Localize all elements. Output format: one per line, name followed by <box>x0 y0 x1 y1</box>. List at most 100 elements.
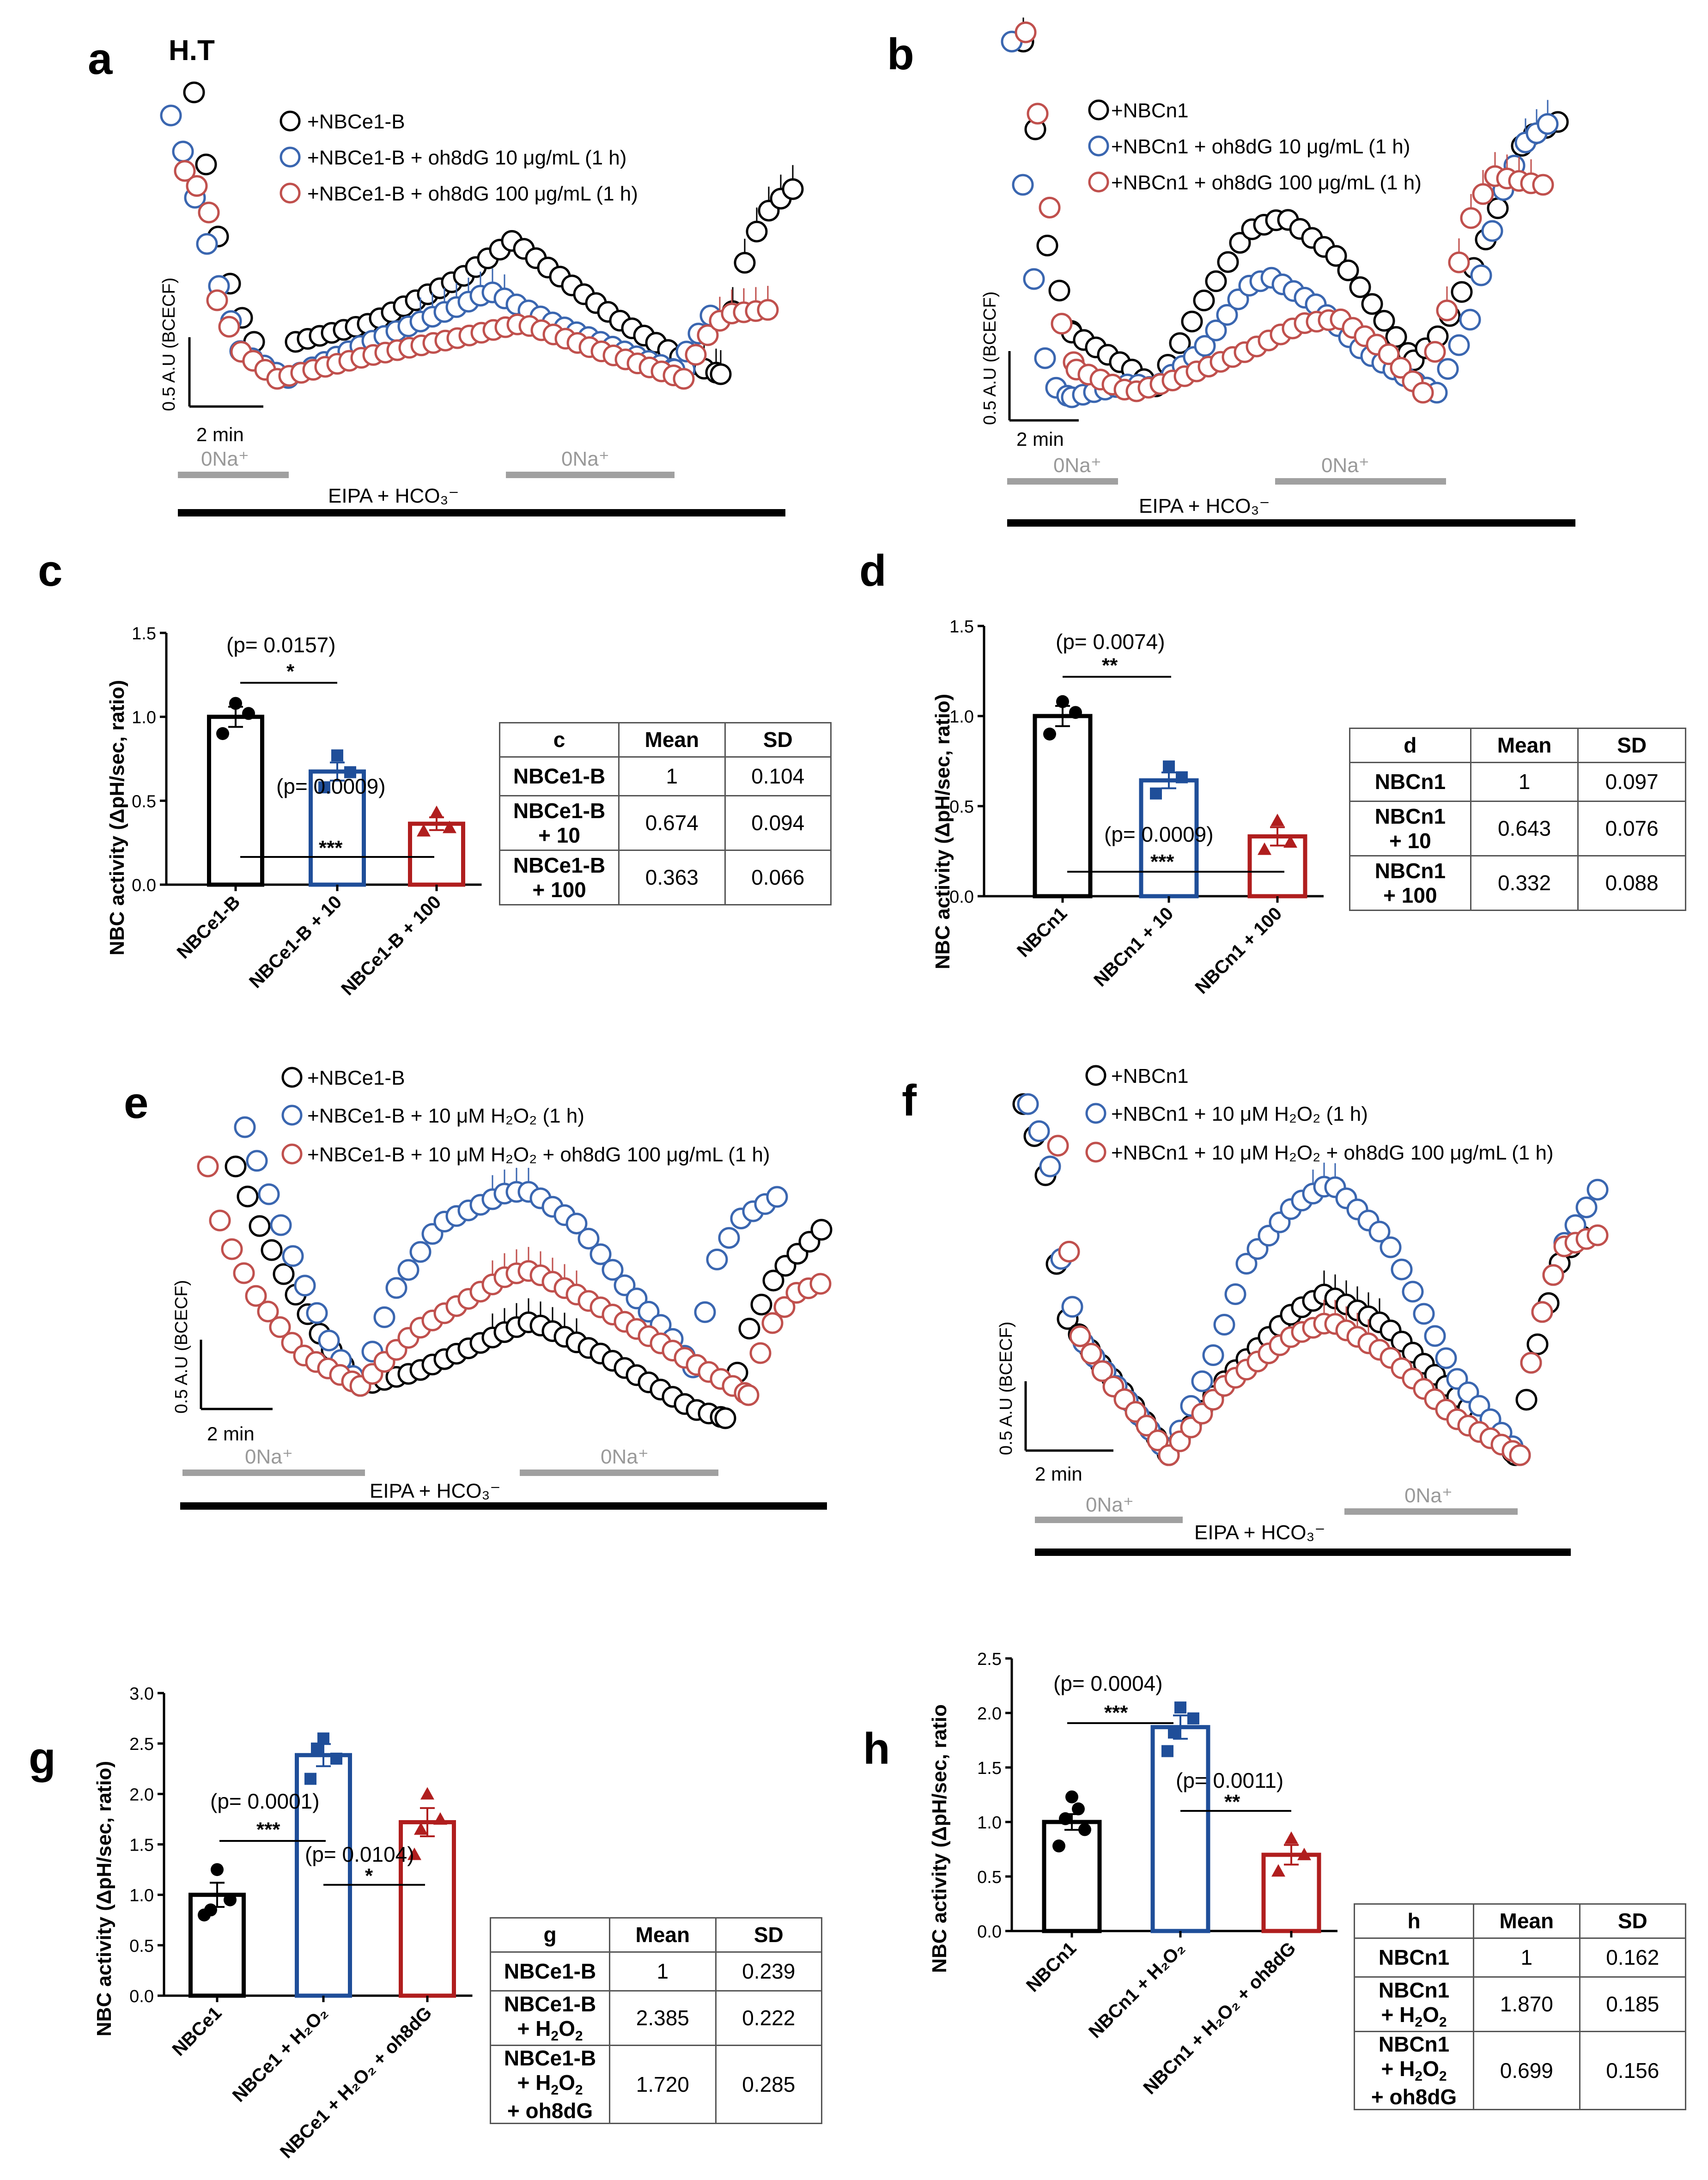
y-tick-label: 0.5 <box>949 797 974 817</box>
trace-point <box>577 1227 600 1250</box>
y-tick-label: 3.0 <box>129 1684 154 1704</box>
y-tick-label: 1.5 <box>129 1836 154 1855</box>
table-sd: 0.162 <box>1579 1937 1687 1978</box>
data-point <box>407 1847 421 1860</box>
legend-item-b-3: +NBCn1 + oh8dG 100 μg/mL (1 h) <box>1111 171 1422 194</box>
trace-point <box>186 175 208 197</box>
table-sd: 0.222 <box>715 1990 823 2046</box>
bar-1 <box>1042 1820 1102 1933</box>
y-tick-label: 1.0 <box>132 708 156 728</box>
trace-point <box>196 233 218 255</box>
trace-point <box>1213 1314 1235 1336</box>
data-point <box>204 1903 217 1917</box>
trace-point <box>697 324 719 346</box>
p-value-label: (p= 0.0157) <box>226 633 336 657</box>
bar-2 <box>1150 1725 1210 1933</box>
trace-e-series <box>197 1116 833 1429</box>
y-tick-label: 2.0 <box>977 1704 1002 1724</box>
data-point <box>1161 1745 1173 1757</box>
significance-stars: *** <box>319 837 343 859</box>
data-point <box>229 697 242 710</box>
trace-point <box>1217 251 1239 273</box>
p-value-label: (p= 0.0001) <box>210 1789 320 1813</box>
trace-point <box>1216 304 1238 326</box>
bar-chart-g: 0.0 0.5 1.0 1.5 2.0 2.5 3.0 NBC activity (ΔpH/s… <box>93 1684 473 2162</box>
table-mean: 0.699 <box>1473 2030 1580 2111</box>
panel-a: a H.T +NBCe1-B +NBCe1-B + oh8dG 10 μg/mL… <box>88 34 804 516</box>
significance-stars: *** <box>256 1818 280 1841</box>
trace-point <box>258 1183 280 1205</box>
scale-x-label-f: 2 min <box>1035 1463 1082 1485</box>
x-tick-label: NBCe1-B + 10 <box>245 892 346 992</box>
trace-point <box>183 81 205 103</box>
legend-item-f-3: +NBCn1 + 10 μM H₂O₂ + oh8dG 100 μg/mL (1… <box>1111 1142 1554 1164</box>
p-value-label: (p= 0.0009) <box>1104 822 1214 846</box>
trace-point <box>1027 103 1049 125</box>
table-mean: 1 <box>618 756 726 796</box>
y-tick-label: 0.5 <box>977 1868 1002 1887</box>
trace-point <box>1036 235 1058 256</box>
trace-point <box>590 1243 612 1265</box>
table-header-cell: SD <box>715 1917 823 1953</box>
panel-label-b: b <box>887 30 914 79</box>
x-tick-label: NBCn1 + 10 <box>1090 903 1177 990</box>
trace-point <box>1391 1258 1413 1281</box>
significance-stars: *** <box>1104 1701 1128 1724</box>
data-point <box>1065 1790 1078 1804</box>
trace-point <box>1337 259 1359 281</box>
trace-point <box>706 1248 728 1270</box>
trace-point <box>750 1293 772 1316</box>
trace-point <box>718 1227 740 1249</box>
trace-series-red <box>197 1155 832 1406</box>
trace-point <box>1039 1155 1061 1178</box>
y-tick-label: 0.5 <box>129 1937 154 1956</box>
panel-label-h: h <box>863 1724 890 1773</box>
panel-f: f +NBCn1 +NBCn1 + 10 μM H₂O₂ (1 h) +NBCn… <box>902 1065 1609 1556</box>
trace-point <box>1061 1296 1083 1318</box>
trace-series-blue <box>234 1116 788 1397</box>
legend-item-e-2: +NBCe1-B + 10 μM H₂O₂ (1 h) <box>307 1105 584 1127</box>
table-mean: 0.643 <box>1470 801 1579 856</box>
table-sd: 0.094 <box>724 795 832 851</box>
zero-na-label-e-2: 0Na⁺ <box>601 1445 649 1468</box>
y-tick-label: 0.5 <box>132 792 156 811</box>
trace-point <box>234 1116 256 1138</box>
table-row-label: NBCn1 + H2O2 + oh8dG <box>1353 2030 1475 2111</box>
data-point <box>433 1812 447 1825</box>
trace-point <box>273 1263 295 1285</box>
trace-point <box>1437 358 1459 380</box>
bar-1 <box>188 1893 246 1998</box>
data-point <box>1078 1823 1091 1836</box>
table-row-label: NBCe1-B + 10 <box>498 795 620 851</box>
data-point <box>1168 1726 1180 1739</box>
trace-point <box>1526 1333 1549 1355</box>
trace-point <box>1424 1325 1446 1347</box>
table-sd: 0.285 <box>715 2044 823 2125</box>
scale-x-label-e: 2 min <box>207 1423 255 1445</box>
trace-point <box>218 316 240 338</box>
y-tick-label: 1.0 <box>977 1813 1002 1833</box>
trace-point <box>1202 1344 1224 1366</box>
table-header-cell: c <box>498 722 620 758</box>
data-point <box>211 1863 224 1876</box>
trace-point <box>1194 335 1216 357</box>
trace-point <box>1515 1389 1538 1411</box>
trace-point <box>1012 174 1034 196</box>
scale-y-label-b: 0.5 A.U (BCECF) <box>980 291 1000 425</box>
trace-point <box>1402 1281 1424 1303</box>
legend-item-a-3: +NBCe1-B + oh8dG 100 μg/mL (1 h) <box>307 182 638 205</box>
y-axis-label: NBC activity (ΔpH/sec, ratio) <box>106 680 128 955</box>
trace-point <box>1051 313 1073 335</box>
scale-y-label-a: 0.5 A.U (BCECF) <box>159 278 179 411</box>
y-tick-label: 0.0 <box>949 887 974 907</box>
p-value-label: (p= 0.0011) <box>1176 1768 1283 1792</box>
trace-point <box>1575 1196 1598 1219</box>
trace-point <box>306 1302 328 1324</box>
trace-point <box>1028 1120 1050 1142</box>
trace-point <box>782 178 804 200</box>
trace-point <box>738 1318 760 1340</box>
legend-marker-black <box>280 110 301 132</box>
legend-item-a-1: +NBCe1-B <box>307 110 405 133</box>
condition-label-b: EIPA + HCO₃⁻ <box>1139 495 1270 517</box>
trace-point <box>626 1287 648 1310</box>
